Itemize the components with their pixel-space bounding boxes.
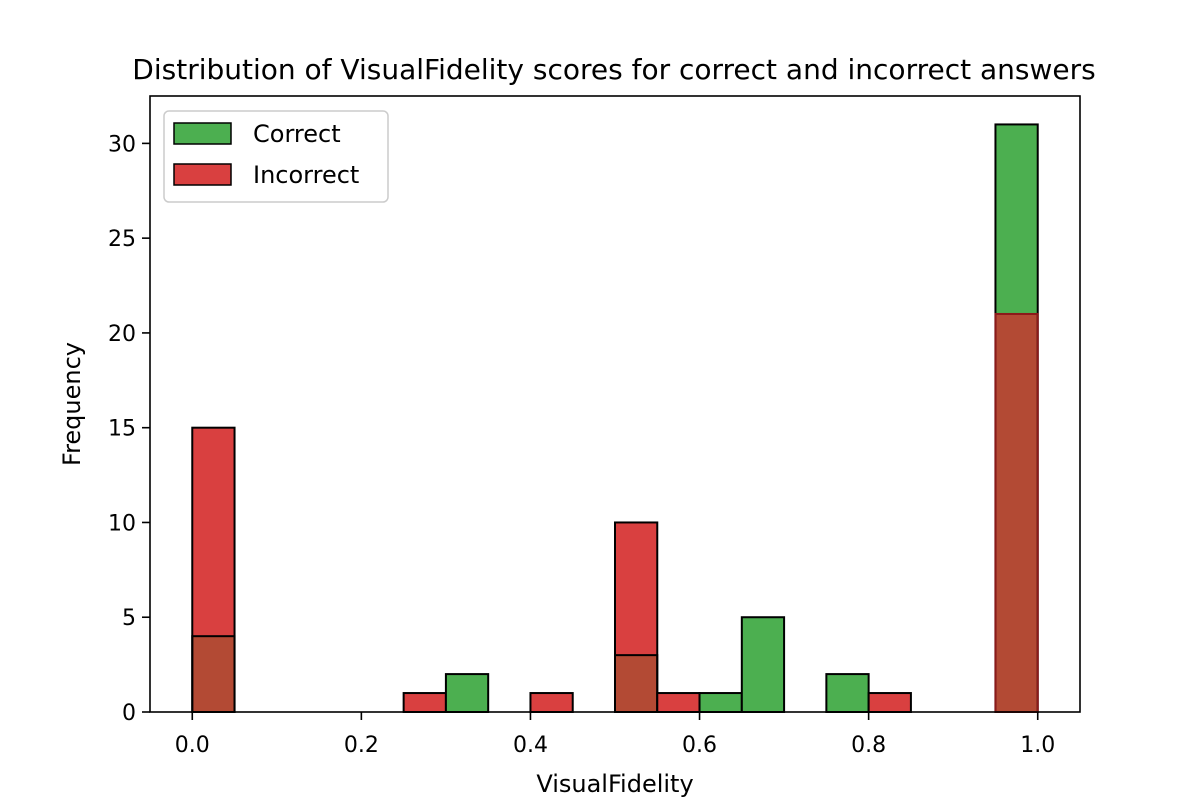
x-tick-label: 0.0 <box>175 733 210 758</box>
plot-frame <box>149 95 1081 713</box>
histogram-bar-overlap <box>615 655 658 712</box>
x-tick-label: 0.4 <box>513 733 548 758</box>
y-tick-label: 0 <box>122 701 136 726</box>
histogram-bar <box>699 693 742 712</box>
legend: Correct Incorrect <box>163 110 389 203</box>
x-tick-label: 1.0 <box>1020 733 1055 758</box>
x-tick-label: 0.8 <box>851 733 886 758</box>
legend-swatch-correct <box>173 122 232 145</box>
histogram-bar <box>826 674 869 712</box>
histogram-bar <box>868 693 911 712</box>
x-axis-ticks: 0.0 0.2 0.4 0.6 0.8 1.0 <box>175 712 1055 758</box>
histogram-bar <box>403 693 446 712</box>
legend-label-correct: Correct <box>253 120 341 148</box>
histogram-bar <box>657 693 700 712</box>
histogram-bar <box>530 693 573 712</box>
histogram-bar <box>741 617 785 712</box>
y-tick-label: 25 <box>108 227 136 252</box>
chart-title: Distribution of VisualFidelity scores fo… <box>132 53 1095 86</box>
y-axis-ticks: 0 5 10 15 20 25 30 <box>108 132 150 726</box>
y-axis-label: Frequency <box>58 342 86 466</box>
x-tick-label: 0.2 <box>344 733 379 758</box>
y-tick-label: 10 <box>108 511 136 536</box>
histogram-bar-overlap <box>995 313 1038 712</box>
y-tick-label: 5 <box>122 606 136 631</box>
histogram-bar <box>445 674 489 712</box>
y-tick-label: 20 <box>108 322 136 347</box>
bars-layer <box>191 123 1039 714</box>
histogram-bar-overlap <box>192 636 235 712</box>
y-tick-label: 30 <box>108 132 136 157</box>
legend-label-incorrect: Incorrect <box>253 161 359 189</box>
x-tick-label: 0.6 <box>682 733 717 758</box>
x-axis-label: VisualFidelity <box>536 770 693 798</box>
legend-swatch-incorrect <box>173 163 232 186</box>
y-tick-label: 15 <box>108 417 136 442</box>
